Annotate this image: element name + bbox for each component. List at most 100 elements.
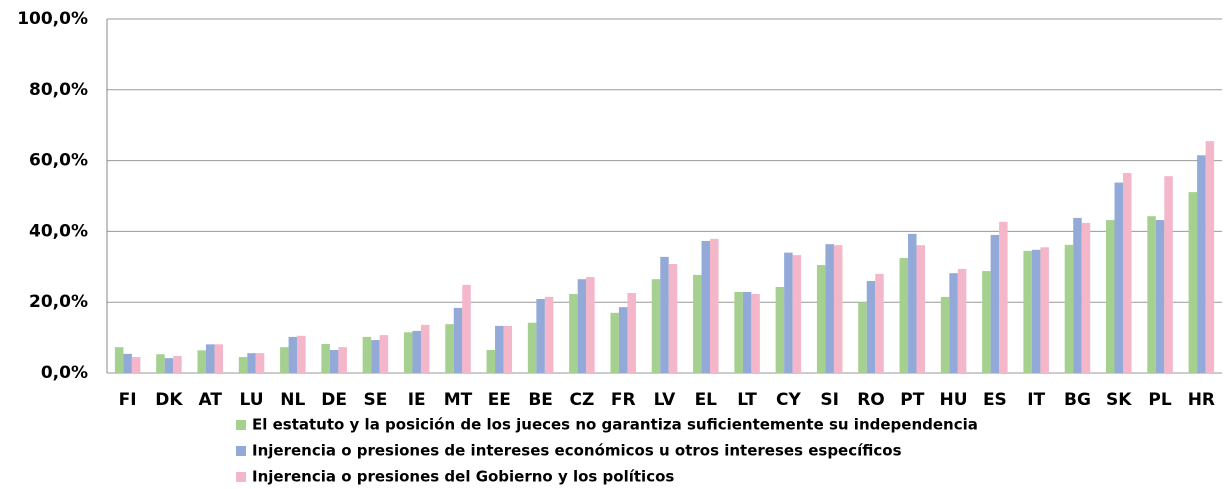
bar: [238, 357, 248, 373]
bar: [536, 299, 545, 373]
bar: [858, 302, 867, 373]
x-tick-label: NL: [280, 390, 305, 410]
bar: [982, 271, 991, 373]
bar: [908, 233, 917, 373]
bar: [957, 268, 967, 373]
y-tick-label: 20,0%: [29, 292, 88, 312]
bar: [990, 234, 1000, 373]
x-tick-label: LV: [654, 390, 676, 410]
bar: [710, 238, 719, 373]
bar: [734, 291, 743, 373]
x-tick-label: PT: [900, 390, 924, 410]
bar: [329, 349, 339, 373]
bar: [379, 335, 389, 373]
legend-swatch: [236, 420, 246, 430]
bar: [1114, 182, 1124, 373]
legend-label: Injerencia o presiones del Gobierno y lo…: [252, 468, 674, 486]
bar: [1188, 192, 1198, 373]
bar: [114, 347, 124, 373]
bar: [742, 291, 752, 373]
bar: [569, 294, 578, 373]
bar: [486, 349, 496, 373]
bar: [1040, 247, 1049, 373]
bar: [412, 330, 421, 373]
bar: [610, 312, 619, 373]
legend-label: Injerencia o presiones de intereses econ…: [252, 442, 902, 460]
x-tick-label: SK: [1106, 390, 1132, 410]
bar: [462, 284, 471, 373]
bar: [247, 353, 256, 373]
x-tick-label: DK: [155, 390, 183, 410]
x-tick-label: LU: [240, 390, 264, 410]
bar: [577, 279, 587, 373]
bar: [940, 296, 950, 373]
x-tick-label: HR: [1188, 390, 1215, 410]
x-tick-label: FI: [119, 390, 137, 410]
y-tick-label: 40,0%: [29, 221, 88, 241]
bar: [1197, 155, 1206, 373]
x-tick-label: IE: [408, 390, 426, 410]
bar: [527, 322, 537, 373]
x-tick-label: DE: [321, 390, 347, 410]
bar: [197, 350, 206, 373]
x-tick-label: EL: [695, 390, 718, 410]
x-tick-label: CZ: [570, 390, 595, 410]
x-tick-label: AT: [199, 390, 223, 410]
bar: [205, 344, 215, 373]
bar: [1064, 244, 1074, 373]
x-tick-label: LT: [737, 390, 757, 410]
bar: [495, 325, 504, 373]
bar: [288, 336, 298, 373]
bar: [999, 221, 1008, 373]
bar: [916, 245, 926, 373]
bar: [123, 353, 132, 373]
bar: [362, 336, 372, 373]
y-tick-label: 0,0%: [41, 363, 88, 383]
bar: [618, 307, 628, 373]
bar: [875, 273, 884, 373]
bar: [173, 356, 182, 373]
bar: [280, 347, 289, 373]
x-tick-label: CY: [776, 390, 801, 410]
bar: [1123, 172, 1132, 373]
bar: [899, 257, 909, 373]
bar: [1031, 249, 1041, 373]
bar: [255, 353, 265, 373]
x-tick-label: SE: [363, 390, 387, 410]
bar: [503, 325, 513, 373]
bar: [544, 296, 554, 373]
x-tick-label: IT: [1027, 390, 1045, 410]
bar: [338, 347, 347, 373]
bar: [693, 274, 702, 373]
bar: [214, 344, 223, 373]
bar: [453, 307, 463, 373]
bar: [403, 332, 413, 373]
bar: [297, 335, 306, 373]
bar: [751, 294, 760, 373]
bar: [668, 263, 678, 373]
y-tick-label: 100,0%: [17, 9, 88, 29]
bar: [164, 358, 174, 373]
legend-swatch: [236, 446, 246, 456]
x-tick-label: ES: [983, 390, 1007, 410]
x-tick-label: BE: [528, 390, 553, 410]
bar: [131, 357, 141, 373]
bar: [660, 256, 669, 373]
bar: [156, 354, 165, 373]
x-tick-label: MT: [444, 390, 473, 410]
bar: [420, 324, 430, 373]
bar: [371, 340, 380, 373]
bar: [1155, 220, 1165, 373]
bar: [784, 252, 793, 373]
bar: [775, 286, 785, 373]
legend-swatch: [236, 472, 246, 482]
x-tick-label: HU: [940, 390, 968, 410]
bar: [1106, 220, 1115, 373]
bar: [1164, 176, 1173, 373]
bar: [816, 265, 826, 373]
bar: [1147, 216, 1156, 373]
x-tick-label: SI: [820, 390, 839, 410]
bar: [825, 244, 834, 373]
bar: [1081, 222, 1091, 373]
